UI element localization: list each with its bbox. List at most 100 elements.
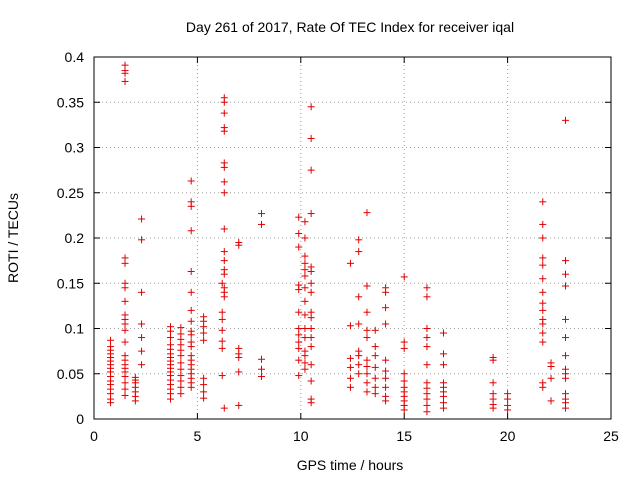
- data-point: [220, 284, 228, 292]
- data-point: [187, 177, 195, 185]
- data-point: [307, 361, 315, 369]
- data-point: [200, 394, 208, 402]
- data-point: [301, 234, 309, 242]
- data-point: [121, 352, 129, 360]
- data-point: [363, 370, 371, 378]
- data-point: [177, 372, 185, 380]
- data-point: [562, 257, 570, 265]
- data-point: [382, 374, 390, 382]
- data-point: [200, 329, 208, 337]
- data-point: [131, 373, 139, 381]
- data-point: [562, 334, 570, 342]
- grid-lines: [94, 57, 611, 419]
- data-point: [301, 365, 309, 373]
- data-point: [138, 288, 146, 296]
- x-tick-label: 25: [603, 428, 619, 444]
- x-tick-label: 0: [90, 428, 98, 444]
- y-tick-label: 0.1: [65, 321, 85, 337]
- data-point: [346, 354, 354, 362]
- data-point: [258, 365, 266, 373]
- data-point: [355, 248, 363, 256]
- data-point: [400, 383, 408, 391]
- data-point: [301, 347, 309, 355]
- data-point: [167, 334, 175, 342]
- data-point: [220, 189, 228, 197]
- data-point: [167, 323, 175, 331]
- data-point: [489, 379, 497, 387]
- data-point: [220, 124, 228, 132]
- data-point: [177, 330, 185, 338]
- data-point: [504, 401, 512, 409]
- data-point: [539, 329, 547, 337]
- data-point: [138, 236, 146, 244]
- data-point: [547, 397, 555, 405]
- data-point: [121, 326, 129, 334]
- x-tick-label: 15: [396, 428, 412, 444]
- data-point: [121, 77, 129, 85]
- y-axis-label: ROTI / TECUs: [5, 193, 21, 283]
- data-point: [200, 388, 208, 396]
- data-point: [562, 270, 570, 278]
- data-point: [220, 266, 228, 274]
- data-point: [363, 334, 371, 342]
- data-point: [539, 288, 547, 296]
- data-point: [295, 344, 303, 352]
- data-point: [301, 325, 309, 332]
- data-point: [547, 374, 555, 382]
- data-point: [539, 275, 547, 283]
- data-point: [382, 367, 390, 375]
- data-point: [346, 322, 354, 330]
- data-point: [258, 220, 266, 228]
- data-point: [371, 390, 379, 398]
- data-point: [235, 401, 243, 409]
- data-point: [187, 267, 195, 275]
- data-point: [423, 284, 431, 292]
- data-point: [235, 239, 243, 247]
- data-point: [355, 347, 363, 355]
- x-tick-label: 10: [293, 428, 309, 444]
- data-point: [539, 315, 547, 323]
- data-point: [562, 352, 570, 360]
- y-tick-label: 0.2: [65, 230, 85, 246]
- data-point: [382, 383, 390, 391]
- data-point: [301, 311, 309, 319]
- data-point: [138, 334, 146, 342]
- data-point: [177, 359, 185, 367]
- data-point: [187, 306, 195, 314]
- data-point: [187, 288, 195, 296]
- y-tick-label: 0.4: [65, 49, 85, 65]
- data-point: [138, 361, 146, 369]
- data-point: [539, 234, 547, 242]
- data-point: [121, 338, 129, 346]
- data-point: [539, 299, 547, 307]
- data-point: [220, 404, 228, 412]
- data-point: [355, 361, 363, 369]
- data-point: [220, 109, 228, 117]
- data-point: [295, 372, 303, 380]
- data-point: [371, 374, 379, 382]
- data-point: [504, 390, 512, 398]
- y-tick-label: 0: [76, 411, 84, 427]
- data-point: [307, 377, 315, 385]
- data-point: [382, 356, 390, 364]
- data-point: [258, 372, 266, 380]
- data-point: [382, 304, 390, 312]
- data-point: [301, 259, 309, 267]
- data-point: [218, 337, 226, 345]
- data-point: [539, 379, 547, 387]
- data-point: [371, 383, 379, 391]
- data-point: [363, 356, 371, 364]
- data-point: [423, 361, 431, 369]
- data-point: [423, 334, 431, 342]
- data-point: [167, 341, 175, 349]
- data-point: [539, 306, 547, 314]
- data-point: [423, 401, 431, 409]
- data-point: [400, 273, 408, 281]
- data-point: [187, 327, 195, 335]
- data-point: [307, 334, 315, 342]
- data-point: [107, 336, 115, 344]
- x-tick-label: 5: [194, 428, 202, 444]
- data-point: [355, 293, 363, 301]
- data-point: [423, 343, 431, 351]
